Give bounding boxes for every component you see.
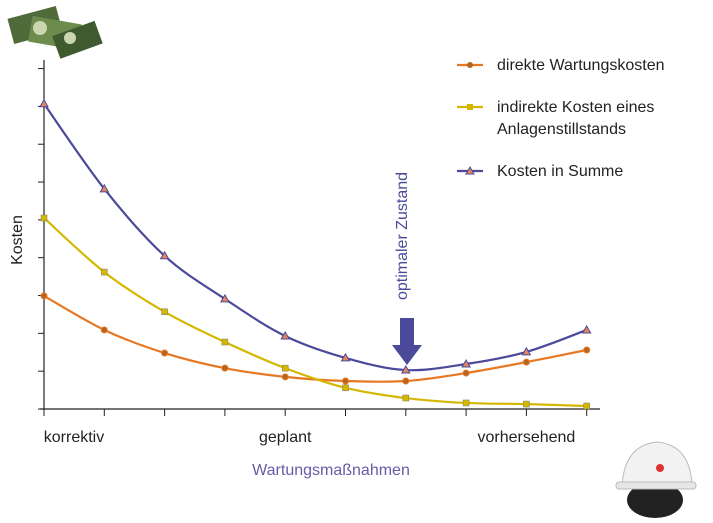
x-tick-label: vorhersehend	[477, 429, 575, 446]
marker	[41, 215, 47, 221]
legend-item: direkte Wartungskosten	[455, 55, 667, 77]
x-tick-label: korrektiv	[44, 429, 104, 446]
legend-swatch	[455, 163, 485, 179]
money-icon	[7, 6, 102, 59]
legend-label: direkte Wartungskosten	[497, 57, 664, 74]
marker	[523, 359, 529, 365]
marker	[222, 365, 228, 371]
marker	[343, 385, 349, 391]
legend-marker	[467, 62, 473, 68]
legend-label: indirekte Kosten eines Anlagenstillstand…	[497, 99, 654, 138]
marker	[523, 401, 529, 407]
x-axis-label: Wartungsmaßnahmen	[252, 462, 410, 479]
helmet-icon	[616, 442, 696, 518]
marker	[403, 378, 409, 384]
marker	[222, 339, 228, 345]
marker	[101, 269, 107, 275]
marker	[584, 403, 590, 409]
annotation-arrow	[392, 318, 422, 365]
marker	[162, 350, 168, 356]
series-line	[44, 218, 587, 406]
marker	[403, 395, 409, 401]
marker	[162, 309, 168, 315]
annotation: optimaler Zustand	[394, 172, 411, 300]
marker	[343, 378, 349, 384]
page: {"chart_data": {"type": "line", "categor…	[0, 0, 713, 523]
marker	[282, 374, 288, 380]
marker	[583, 326, 591, 333]
legend-item: Kosten in Summe	[455, 161, 667, 183]
series-line	[44, 296, 587, 382]
marker	[463, 370, 469, 376]
marker	[463, 400, 469, 406]
marker	[40, 100, 48, 107]
y-axis-label: Kosten	[9, 215, 26, 265]
legend-swatch	[455, 99, 485, 115]
legend-swatch	[455, 57, 485, 73]
legend: direkte Wartungskosten indirekte Kosten e…	[455, 55, 695, 203]
marker	[584, 347, 590, 353]
legend-label: Kosten in Summe	[497, 163, 623, 180]
legend-marker	[467, 104, 473, 110]
marker	[101, 327, 107, 333]
x-tick-label: geplant	[259, 429, 312, 446]
legend-item: indirekte Kosten eines Anlagenstillstand…	[455, 97, 667, 141]
marker	[282, 365, 288, 371]
marker	[41, 293, 47, 299]
